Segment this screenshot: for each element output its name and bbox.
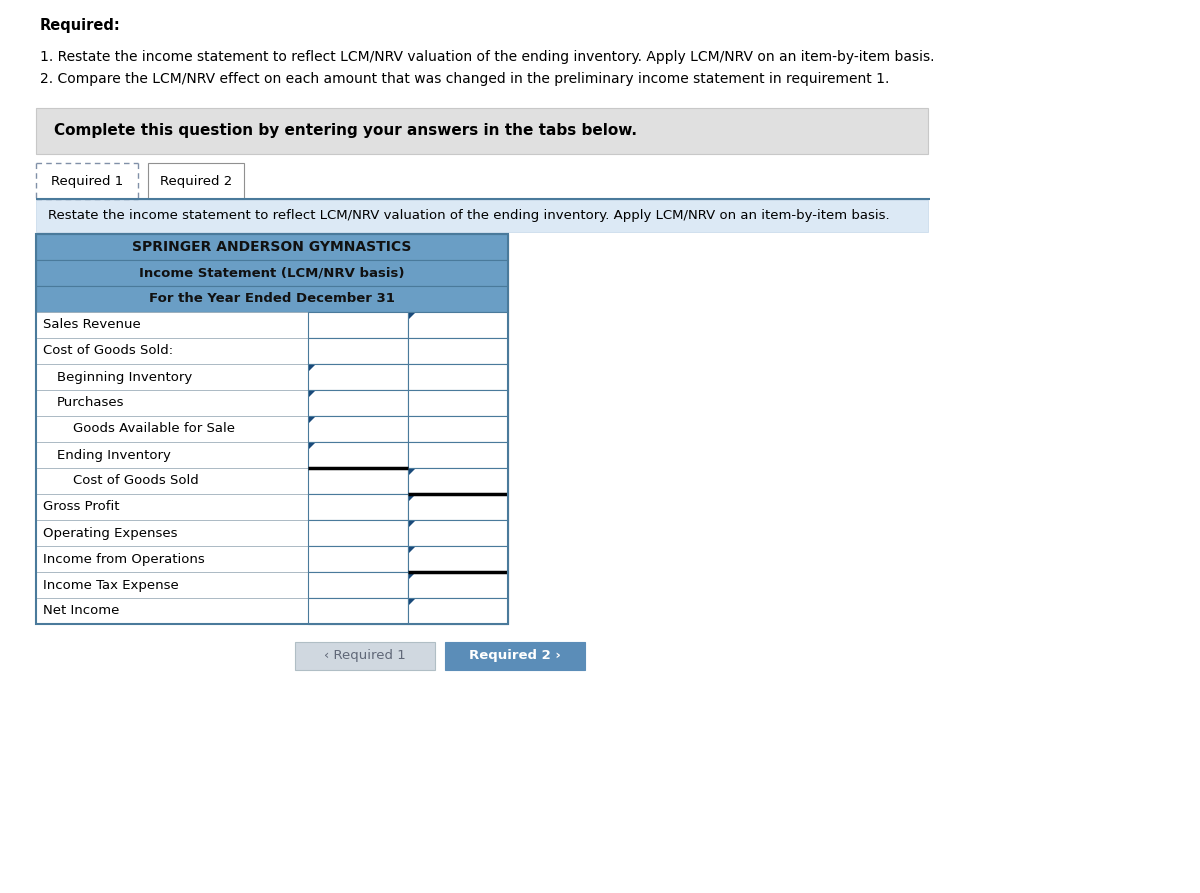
Bar [308, 520, 408, 546]
Text: Operating Expenses: Operating Expenses [43, 527, 178, 539]
Bar [308, 338, 408, 364]
Bar [408, 598, 508, 624]
Text: Complete this question by entering your answers in the tabs below.: Complete this question by entering your … [54, 123, 637, 138]
Bar [308, 494, 408, 520]
Bar [308, 468, 408, 494]
Bar [148, 163, 244, 199]
Bar [36, 520, 508, 546]
Bar [408, 364, 508, 390]
Text: Income Statement (LCM/NRV basis): Income Statement (LCM/NRV basis) [139, 266, 404, 280]
Bar [36, 234, 508, 624]
Bar [36, 163, 138, 199]
Bar [308, 442, 408, 468]
Bar [308, 598, 408, 624]
Bar [308, 364, 408, 390]
Text: Sales Revenue: Sales Revenue [43, 319, 140, 331]
Bar [36, 200, 928, 232]
Polygon shape [310, 443, 314, 449]
Bar [36, 468, 508, 494]
Bar [36, 494, 508, 520]
Bar [36, 108, 928, 154]
Text: Restate the income statement to reflect LCM/NRV valuation of the ending inventor: Restate the income statement to reflect … [48, 210, 889, 222]
Text: 1. Restate the income statement to reflect LCM/NRV valuation of the ending inven: 1. Restate the income statement to refle… [40, 50, 935, 64]
Bar [408, 312, 508, 338]
Polygon shape [409, 313, 415, 319]
Bar [445, 642, 586, 670]
Bar [308, 572, 408, 598]
Polygon shape [409, 521, 415, 527]
Bar [408, 442, 508, 468]
Bar [408, 390, 508, 416]
Polygon shape [409, 469, 415, 475]
Polygon shape [310, 391, 314, 397]
Bar [36, 546, 508, 572]
Bar [36, 338, 508, 364]
Bar [308, 390, 408, 416]
Bar [408, 546, 508, 572]
Polygon shape [409, 495, 415, 501]
Bar [408, 494, 508, 520]
Bar [36, 286, 508, 312]
Bar [408, 572, 508, 598]
Bar [36, 364, 508, 390]
Text: Purchases: Purchases [58, 396, 125, 410]
Text: Required 2: Required 2 [160, 174, 232, 188]
Bar [36, 260, 508, 286]
Text: Income from Operations: Income from Operations [43, 553, 205, 565]
Bar [408, 338, 508, 364]
Bar [36, 312, 508, 338]
Polygon shape [409, 547, 415, 553]
Bar [36, 234, 508, 260]
Text: Gross Profit: Gross Profit [43, 500, 120, 513]
Bar [408, 468, 508, 494]
Text: Cost of Goods Sold: Cost of Goods Sold [73, 474, 199, 488]
Text: Required 2 ›: Required 2 › [469, 649, 560, 663]
Text: Required:: Required: [40, 18, 121, 33]
Text: Ending Inventory: Ending Inventory [58, 448, 170, 462]
Polygon shape [409, 573, 415, 579]
Text: Cost of Goods Sold:: Cost of Goods Sold: [43, 345, 173, 357]
Bar [36, 390, 508, 416]
Text: ‹ Required 1: ‹ Required 1 [324, 649, 406, 663]
Bar [36, 598, 508, 624]
Polygon shape [310, 365, 314, 371]
Bar [295, 642, 436, 670]
Polygon shape [310, 417, 314, 423]
Bar [308, 416, 408, 442]
Bar [308, 546, 408, 572]
Text: For the Year Ended December 31: For the Year Ended December 31 [149, 293, 395, 305]
Text: Goods Available for Sale: Goods Available for Sale [73, 422, 235, 436]
Bar [408, 416, 508, 442]
Text: 2. Compare the LCM/NRV effect on each amount that was changed in the preliminary: 2. Compare the LCM/NRV effect on each am… [40, 72, 889, 86]
Text: Income Tax Expense: Income Tax Expense [43, 579, 179, 591]
Text: SPRINGER ANDERSON GYMNASTICS: SPRINGER ANDERSON GYMNASTICS [132, 240, 412, 254]
Bar [36, 572, 508, 598]
Bar [308, 312, 408, 338]
Bar [36, 442, 508, 468]
Polygon shape [409, 599, 415, 605]
Bar [408, 520, 508, 546]
Bar [36, 416, 508, 442]
Text: Required 1: Required 1 [50, 174, 124, 188]
Text: Net Income: Net Income [43, 605, 119, 617]
Text: Beginning Inventory: Beginning Inventory [58, 371, 192, 383]
